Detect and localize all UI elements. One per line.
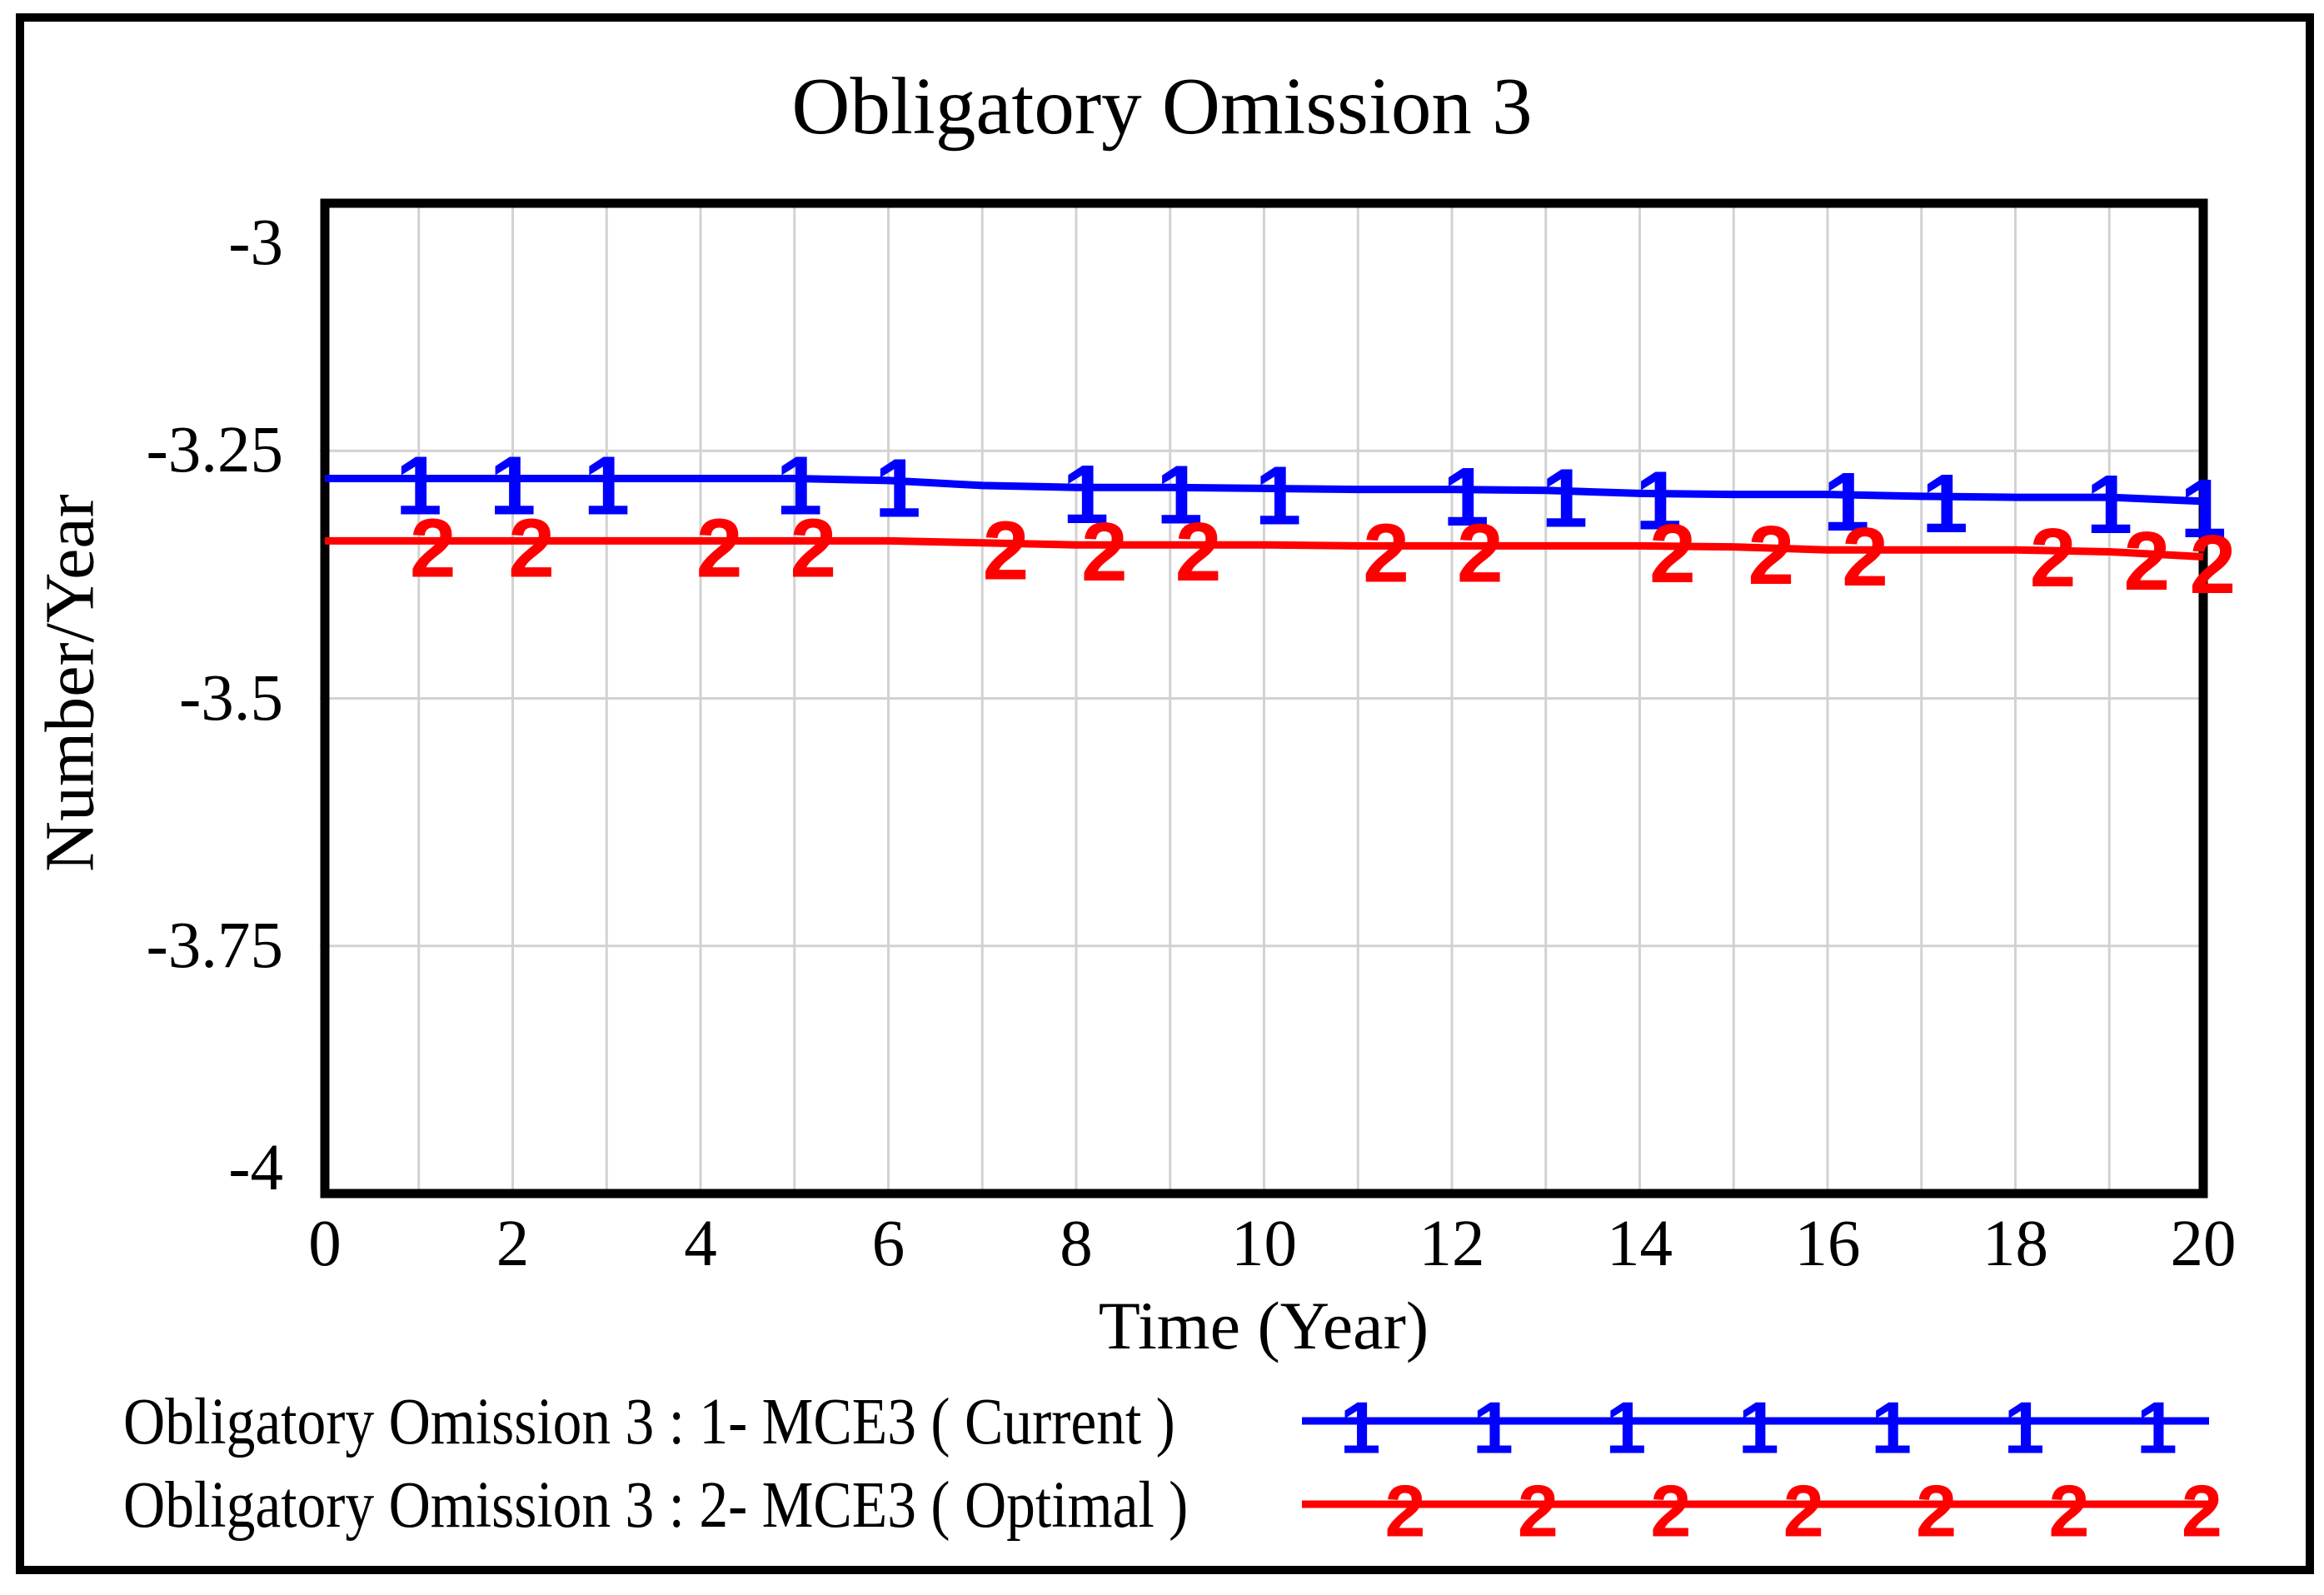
legend-sample-marker-1: 1	[2137, 1387, 2177, 1469]
series-marker-1: 1	[776, 440, 823, 533]
series-marker-1: 1	[1922, 457, 1968, 551]
legend-sample-marker-1: 1	[1340, 1387, 1381, 1469]
legend-sample-marker-2: 2	[1916, 1470, 1957, 1553]
x-tick-label: 12	[1419, 1208, 1485, 1280]
x-tick-label: 8	[1060, 1208, 1093, 1280]
legend-sample-marker-1: 1	[1871, 1387, 1912, 1469]
legend-sample-marker-2: 2	[1783, 1470, 1824, 1553]
series-marker-1: 1	[2086, 458, 2132, 551]
legend-sample-marker-2: 2	[2049, 1470, 2090, 1553]
x-tick-label: 6	[871, 1208, 905, 1280]
series-marker-1: 1	[2180, 462, 2227, 556]
series-marker-1: 1	[1062, 448, 1109, 541]
series-marker-2: 2	[1842, 511, 1888, 604]
legend-sample-marker-2: 2	[1650, 1470, 1691, 1553]
series-marker-2: 2	[1649, 507, 1696, 601]
legend-sample-marker-1: 1	[2004, 1387, 2045, 1469]
x-tick-label: 14	[1607, 1208, 1673, 1280]
series-marker-2: 2	[1457, 506, 1504, 600]
series-marker-1: 1	[583, 440, 630, 533]
legend-sample-marker-1: 1	[1738, 1387, 1779, 1469]
series-marker-1: 1	[396, 440, 442, 533]
chart-title: Obligatory Omission 3	[791, 62, 1533, 151]
series-marker-2: 2	[790, 501, 836, 595]
series-marker-1: 1	[1823, 456, 1870, 549]
legend-entry-current-label: Obligatory Omission 3 : 1- MCE3 ( Curren…	[123, 1386, 1175, 1458]
legend-sample-marker-2: 2	[2182, 1470, 2222, 1553]
legend-entry-optimal-label: Obligatory Omission 3 : 2- MCE3 ( Optima…	[123, 1469, 1189, 1542]
legend-sample-marker-2: 2	[1385, 1470, 1426, 1553]
x-tick-label: 0	[308, 1208, 342, 1280]
series-marker-2: 2	[2189, 518, 2236, 611]
y-tick-label: -3	[228, 207, 283, 279]
legend-sample-marker-1: 1	[1473, 1387, 1514, 1469]
series-line-1	[325, 475, 2204, 506]
series-marker-2: 2	[696, 501, 743, 595]
x-tick-label: 18	[1982, 1208, 2048, 1280]
y-tick-label: -4	[228, 1132, 283, 1204]
series-marker-2: 2	[2124, 515, 2171, 608]
x-tick-label: 2	[496, 1208, 530, 1280]
y-tick-label: -3.25	[146, 414, 283, 487]
series-marker-2: 2	[410, 501, 456, 595]
series-marker-2: 2	[1175, 506, 1222, 599]
series-marker-2: 2	[2030, 511, 2077, 605]
series-marker-1: 1	[1635, 455, 1682, 548]
series-marker-2: 2	[508, 501, 555, 595]
plot-border	[320, 198, 2208, 1199]
series-marker-1: 1	[1255, 450, 1302, 543]
series-marker-2: 2	[1081, 506, 1128, 599]
legend-sample-marker-1: 1	[1605, 1387, 1646, 1469]
series-marker-1: 1	[1156, 448, 1203, 541]
series-marker-2: 2	[1363, 506, 1409, 600]
x-axis-title: Time (Year)	[1098, 1288, 1429, 1363]
series-marker-1: 1	[1541, 452, 1588, 546]
x-tick-label: 16	[1794, 1208, 1861, 1280]
y-tick-label: -3.75	[146, 909, 283, 982]
legend-sample-marker-2: 2	[1518, 1470, 1558, 1553]
series-marker-2: 2	[1748, 509, 1795, 602]
y-tick-label: -3.5	[178, 661, 283, 735]
series-line-2	[325, 536, 2204, 561]
figure-border	[16, 13, 2314, 1574]
series-marker-2: 2	[983, 504, 1030, 597]
series-marker-1: 1	[490, 440, 536, 533]
series-marker-1: 1	[875, 442, 921, 536]
series-marker-1: 1	[1443, 451, 1489, 544]
x-tick-label: 10	[1231, 1208, 1297, 1280]
x-tick-label: 20	[2170, 1208, 2237, 1280]
x-tick-label: 4	[684, 1208, 717, 1280]
